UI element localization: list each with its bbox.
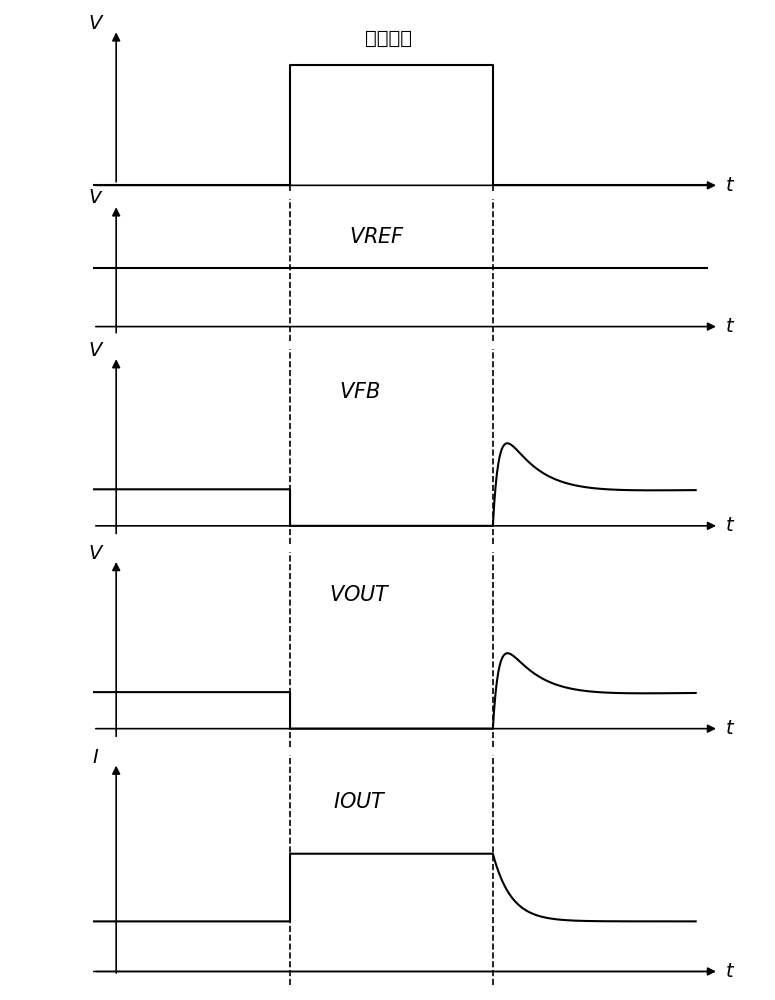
Text: $I$: $I$	[92, 748, 99, 767]
Text: $V$: $V$	[88, 188, 104, 207]
Text: $IOUT$: $IOUT$	[332, 792, 387, 812]
Text: $V$: $V$	[88, 544, 104, 563]
Text: $t$: $t$	[725, 962, 735, 981]
Text: $VREF$: $VREF$	[349, 227, 405, 247]
Text: $t$: $t$	[725, 176, 735, 195]
Text: $V$: $V$	[88, 341, 104, 360]
Text: $V$: $V$	[88, 14, 104, 33]
Text: $t$: $t$	[725, 516, 735, 535]
Text: $VOUT$: $VOUT$	[329, 585, 391, 605]
Text: 输出短路: 输出短路	[365, 29, 412, 48]
Text: $t$: $t$	[725, 317, 735, 336]
Text: $VFB$: $VFB$	[339, 382, 381, 402]
Text: $t$: $t$	[725, 719, 735, 738]
